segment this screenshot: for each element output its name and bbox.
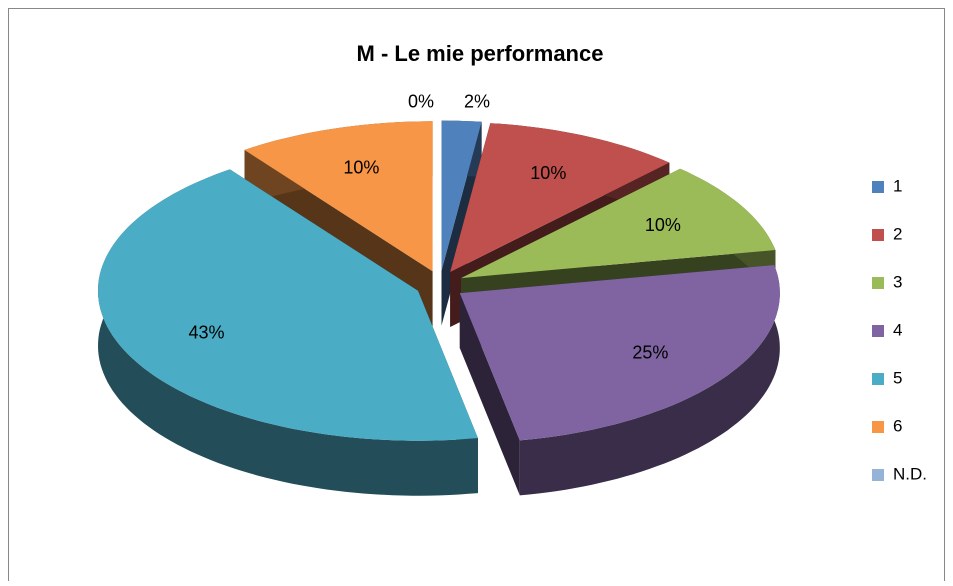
slice (441, 120, 482, 271)
data-label: 2% (464, 92, 490, 112)
legend-swatch (872, 421, 884, 433)
slice (461, 168, 776, 279)
slice (244, 121, 433, 272)
legend-label: 3 (893, 272, 902, 291)
legend-swatch (872, 325, 884, 337)
legend-swatch (872, 469, 884, 481)
slice-side (519, 265, 780, 496)
data-label: 10% (530, 163, 566, 183)
slice (450, 123, 670, 272)
slice-side (98, 169, 478, 496)
data-label: 10% (645, 215, 681, 235)
legend-label: 4 (893, 320, 902, 339)
legend-label: 1 (893, 176, 902, 195)
data-label: 10% (343, 157, 379, 177)
legend-label: 2 (893, 224, 902, 243)
slice-tops (98, 120, 780, 441)
slice (98, 169, 478, 441)
legend-label: N.D. (893, 464, 927, 483)
legend-swatch (872, 229, 884, 241)
slice-wall (459, 293, 520, 496)
legend-swatch (872, 277, 884, 289)
slice (459, 265, 780, 441)
legend-label: 5 (893, 368, 902, 387)
chart-title: M - Le mie performance (357, 41, 604, 66)
data-label: 43% (189, 322, 225, 342)
data-label: 0% (408, 91, 434, 111)
legend-swatch (872, 373, 884, 385)
data-label: 25% (632, 343, 668, 363)
legend-swatch (872, 181, 884, 193)
legend-label: 6 (893, 416, 902, 435)
